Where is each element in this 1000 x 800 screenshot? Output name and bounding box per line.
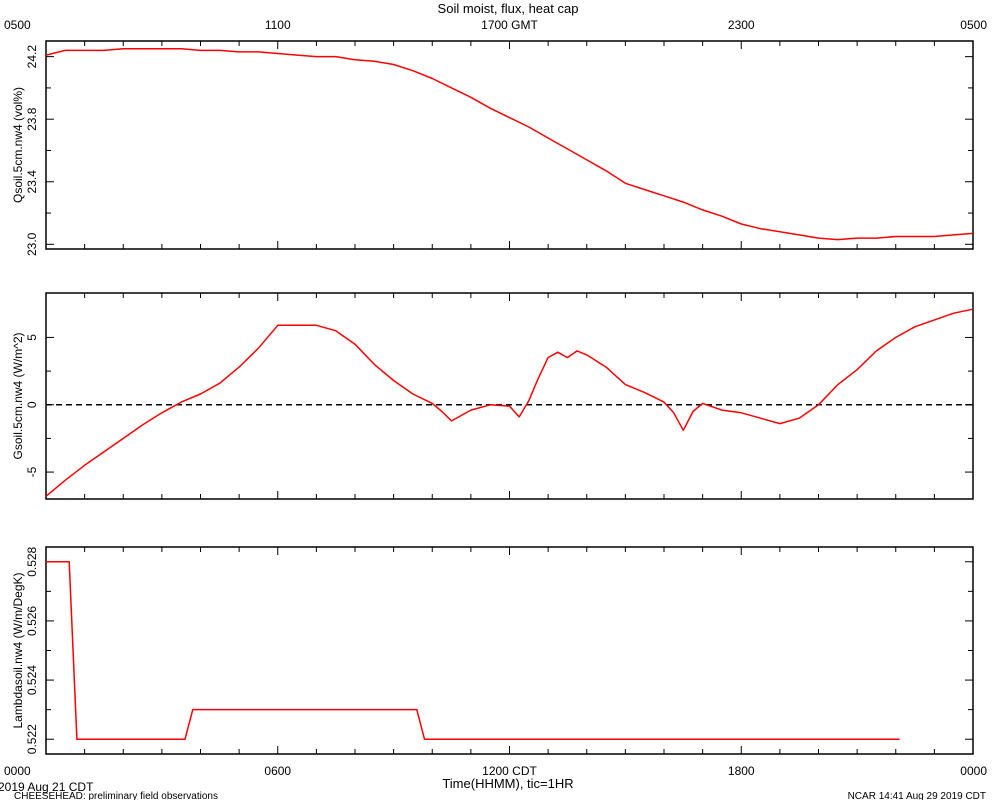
top-axis-tick-label: 1100 (265, 18, 291, 32)
x-axis-label: Time(HHMM), tic=1HR (442, 776, 573, 791)
y-tick-label: 23.0 (25, 232, 39, 256)
y-tick-label: 0 (25, 401, 39, 408)
x-axis-tick-label: 0000 (960, 764, 987, 778)
y-tick-label: 0.528 (25, 546, 39, 576)
y-tick-label: 0.522 (25, 724, 39, 754)
y-tick-label: 23.8 (25, 107, 39, 131)
y-axis-label: Gsoil.5cm.nw4 (W/m^2) (11, 333, 25, 460)
x-axis-tick-label: 0000 (4, 764, 31, 778)
series-line (46, 561, 900, 740)
chart-title: Soil moist, flux, heat cap (438, 1, 579, 16)
top-axis-tick-label: 0500 (960, 18, 987, 32)
plot-frame (45, 292, 974, 500)
y-tick-label: 24.2 (25, 45, 39, 69)
y-tick-label: 23.4 (25, 170, 39, 194)
panel-1: 23.0 23.4 23.8 24.2 Qsoil.5cm.nw4 (vol%) (11, 40, 974, 256)
footer-date: 2019 Aug 21 CDT (0, 780, 94, 794)
top-axis-tick-label: 1700 GMT (481, 18, 538, 32)
top-axis-tick-label: 0500 (4, 18, 31, 32)
x-axis-tick-label: 1800 (728, 764, 755, 778)
y-tick-label: -5 (25, 466, 39, 477)
footer-stamp: NCAR 14:41 Aug 29 2019 CDT (848, 791, 986, 800)
y-tick-label: 5 (25, 334, 39, 341)
y-axis-label: Qsoil.5cm.nw4 (vol%) (11, 87, 25, 203)
y-tick-label: 0.524 (25, 665, 39, 695)
footer-project: CHEESEHEAD: preliminary field observatio… (14, 791, 218, 800)
x-axis-tick-label: 0600 (264, 764, 291, 778)
plot-frame (45, 546, 974, 755)
series-line (45, 308, 974, 497)
x-axis-tick-label: 1200 CDT (482, 764, 537, 778)
y-axis-label: Lambdasoil.nw4 (W/m/DegK) (11, 572, 25, 728)
y-tick-label: 0.526 (25, 606, 39, 636)
series-line (45, 48, 974, 241)
plot-frame (45, 40, 974, 250)
top-axis-tick-label: 2300 (728, 18, 755, 32)
